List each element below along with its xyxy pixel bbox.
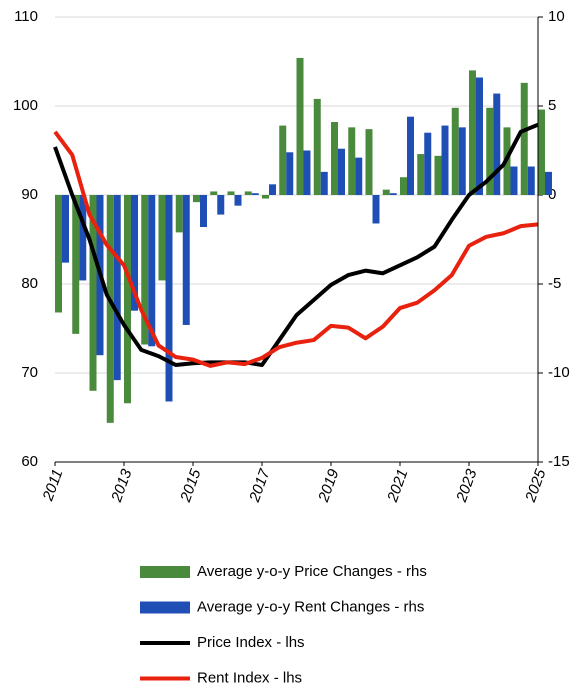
bar — [510, 166, 518, 195]
bar — [520, 82, 528, 195]
bar — [331, 122, 338, 195]
bar — [320, 171, 328, 195]
y2-tick-label: 5 — [548, 97, 556, 114]
bar — [55, 195, 62, 313]
x-tick-label: 2011 — [39, 467, 66, 504]
bar — [251, 193, 259, 195]
y2-tick-label: -5 — [548, 275, 561, 292]
y-tick-label: 80 — [21, 275, 38, 292]
bar — [338, 148, 345, 195]
bar — [348, 127, 356, 195]
bar — [106, 195, 114, 423]
bar — [389, 193, 397, 195]
bar — [303, 150, 311, 195]
bar — [441, 125, 449, 195]
bar — [262, 195, 269, 199]
legend-label: Average y-o-y Price Changes - rhs — [197, 563, 427, 580]
bar — [286, 152, 294, 195]
bar — [538, 109, 545, 195]
y-tick-label: 70 — [21, 364, 38, 381]
y2-tick-label: 0 — [548, 186, 556, 203]
y2-tick-label: -15 — [548, 453, 570, 470]
bar — [476, 77, 483, 195]
x-tick-label: 2025 — [522, 466, 550, 505]
bar — [451, 107, 459, 195]
x-tick-label: 2013 — [108, 466, 136, 505]
x-tick-label: 2017 — [246, 466, 274, 505]
bar — [234, 195, 242, 206]
bar — [217, 195, 225, 215]
bar — [141, 195, 149, 345]
bar — [434, 155, 442, 195]
bar — [469, 70, 476, 195]
legend-label: Price Index - lhs — [197, 634, 305, 651]
line — [53, 122, 539, 367]
bar — [165, 195, 173, 402]
bar — [296, 57, 304, 195]
bar — [417, 154, 425, 195]
bar — [400, 177, 407, 195]
bar — [527, 166, 535, 195]
line — [53, 130, 539, 368]
bar — [269, 184, 276, 195]
bar — [175, 195, 183, 233]
bar — [493, 93, 501, 195]
bar — [458, 127, 466, 195]
legend-swatch — [140, 566, 190, 578]
bar — [424, 132, 432, 195]
legend-label: Rent Index - lhs — [197, 669, 302, 686]
bar — [131, 195, 138, 311]
x-tick-label: 2021 — [384, 467, 412, 505]
y2-tick-label: -10 — [548, 364, 570, 381]
bar — [72, 195, 80, 334]
bar — [182, 195, 190, 325]
bar — [193, 195, 200, 203]
bar — [382, 189, 390, 195]
bar — [372, 195, 380, 224]
bar — [244, 191, 252, 195]
x-tick-label: 2019 — [315, 466, 343, 505]
bar — [227, 191, 235, 195]
bar — [148, 195, 156, 347]
y2-tick-label: 10 — [548, 8, 565, 25]
bar — [279, 125, 287, 195]
y-tick-label: 110 — [14, 8, 38, 25]
bar — [365, 129, 373, 195]
bar — [89, 195, 97, 391]
y-tick-label: 60 — [21, 453, 38, 470]
bar — [158, 195, 166, 281]
bar — [124, 195, 131, 404]
bar — [545, 171, 552, 195]
bar — [486, 107, 494, 195]
bar — [79, 195, 87, 281]
bar — [113, 195, 121, 381]
bar — [200, 195, 207, 228]
legend-swatch — [140, 601, 190, 614]
bar — [313, 98, 321, 195]
y-tick-label: 90 — [21, 186, 38, 203]
x-tick-label: 2023 — [453, 466, 481, 505]
legend-label: Average y-o-y Rent Changes - rhs — [197, 598, 424, 615]
bar — [62, 195, 69, 263]
y-tick-label: 100 — [13, 97, 38, 114]
bar — [210, 191, 218, 195]
x-tick-label: 2015 — [177, 466, 205, 505]
bar — [407, 116, 414, 195]
bar — [355, 157, 363, 195]
